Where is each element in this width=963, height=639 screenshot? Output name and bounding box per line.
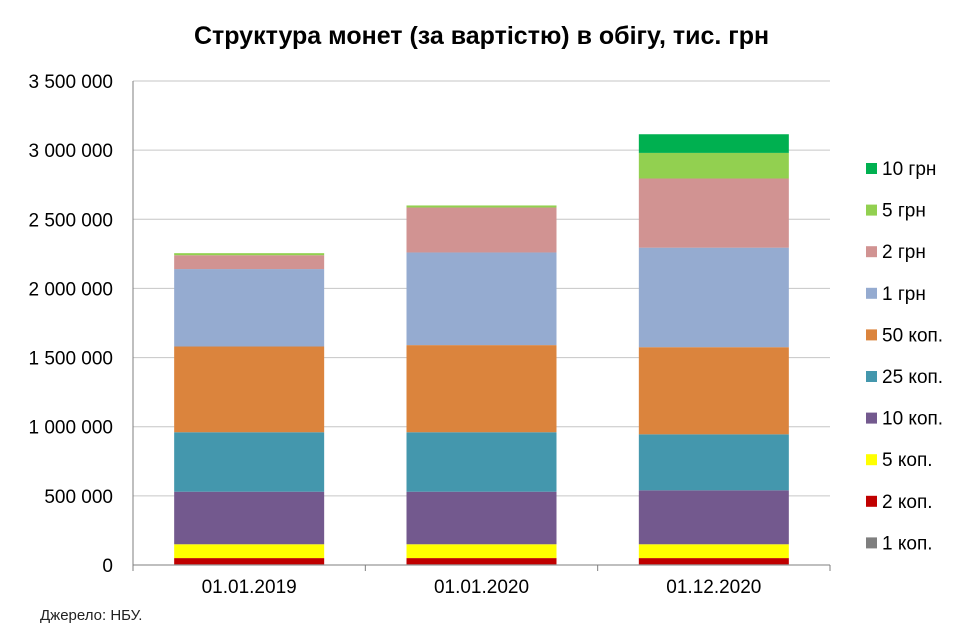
bar-segment: [406, 544, 557, 559]
bar-segment: [174, 564, 325, 565]
chart-title: Структура монет (за вартістю) в обігу, т…: [193, 22, 770, 50]
legend-swatch: [866, 287, 877, 299]
bar-segment: [638, 134, 789, 153]
legend-swatch: [866, 495, 877, 507]
bar-segment: [638, 152, 789, 179]
bar-segment: [406, 252, 557, 346]
legend-label: 5 коп.: [882, 450, 933, 471]
legend-label: 10 коп.: [882, 409, 943, 430]
bar-segment: [638, 247, 789, 348]
bar-segment: [174, 269, 325, 347]
bar-segment: [174, 346, 325, 433]
legend-swatch: [866, 412, 877, 424]
bar-segment: [174, 491, 325, 545]
x-tick-label: 01.01.2019: [202, 577, 297, 598]
bar-segment: [638, 558, 789, 565]
x-tick-label: 01.01.2020: [434, 577, 529, 598]
bar-segment: [638, 178, 789, 248]
bar-segment: [406, 491, 557, 545]
x-tick-label: 01.12.2020: [666, 577, 761, 598]
legend-label: 50 коп.: [882, 325, 943, 346]
bar-segment: [174, 544, 325, 559]
legend-swatch: [866, 204, 877, 216]
bar-segment: [406, 564, 557, 565]
bar-segment: [174, 432, 325, 492]
y-tick-label: 1 500 000: [28, 349, 113, 370]
y-tick-label: 2 500 000: [28, 210, 113, 231]
legend-label: 5 грн: [882, 201, 926, 222]
bar-segment: [406, 205, 557, 208]
bar-segment: [406, 207, 557, 253]
bar-segment: [638, 564, 789, 565]
bar-segment: [174, 253, 325, 256]
legend-label: 1 грн: [882, 284, 926, 305]
legend-label: 10 грн: [882, 159, 936, 180]
y-tick-label: 2 000 000: [28, 279, 113, 300]
legend-label: 1 коп.: [882, 533, 933, 554]
y-tick-label: 500 000: [44, 487, 113, 508]
y-tick-label: 3 000 000: [28, 141, 113, 162]
y-tick-label: 0: [102, 556, 113, 577]
bar-segment: [174, 558, 325, 565]
legend-swatch: [866, 329, 877, 341]
bar-segment: [638, 544, 789, 559]
legend-swatch: [866, 163, 877, 174]
legend-label: 25 коп.: [882, 367, 943, 388]
legend-swatch: [866, 454, 877, 466]
y-tick-label: 1 000 000: [28, 418, 113, 439]
bar-segment: [406, 558, 557, 565]
bar-segment: [406, 432, 557, 492]
bar-segment: [638, 490, 789, 545]
y-tick-label: 3 500 000: [28, 72, 113, 93]
legend-swatch: [866, 246, 877, 258]
source-note: Джерело: НБУ.: [40, 607, 143, 624]
legend-label: 2 грн: [882, 242, 926, 263]
legend-label: 2 коп.: [882, 492, 933, 513]
legend: 10 грн 5 грн 2 грн 1 грн 50 коп. 25 коп. 10 ко…: [866, 159, 943, 554]
bars: [174, 134, 789, 565]
bar-segment: [406, 345, 557, 433]
legend-swatch: [866, 537, 877, 549]
bar-segment: [638, 347, 789, 435]
bar-segment: [638, 434, 789, 491]
bar-segment: [174, 255, 325, 270]
axes: 0 500 000 1 000 000 1 500 000 2 000 000 2 500…: [28, 72, 831, 598]
legend-swatch: [866, 371, 877, 382]
